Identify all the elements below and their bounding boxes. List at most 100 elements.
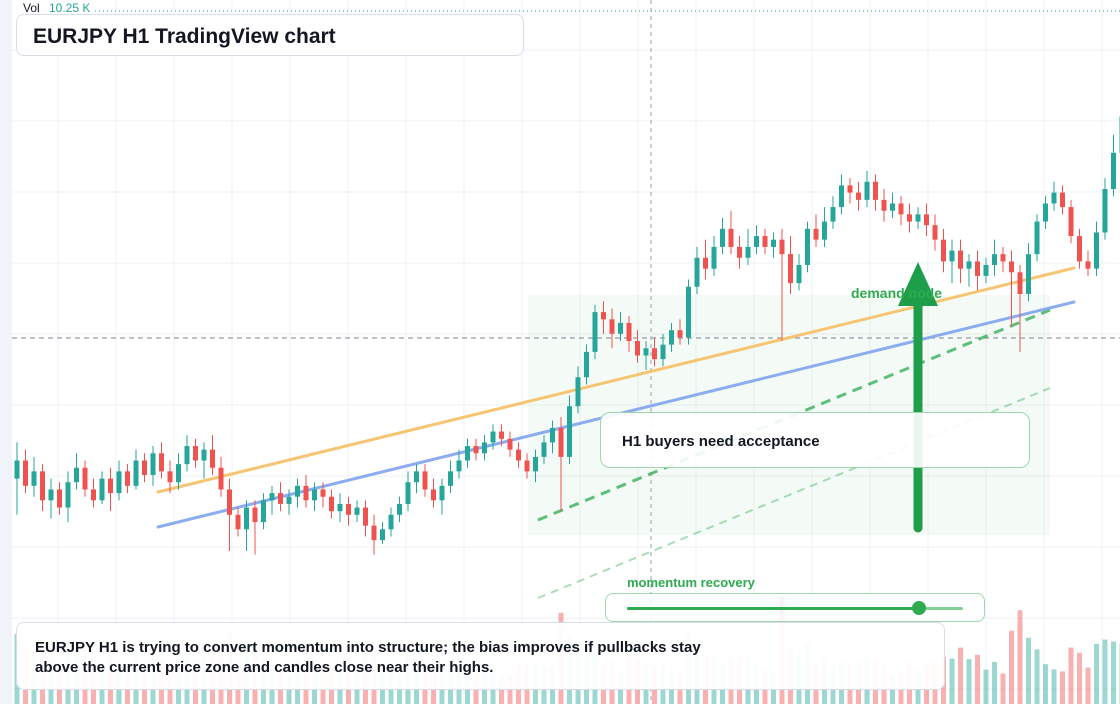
candle-body [465,446,470,461]
candle-body [898,203,904,215]
candle-body [788,254,793,284]
candle-body [1077,236,1082,262]
candle-body [762,236,768,247]
volume-bar [1060,671,1065,704]
volume-bar [975,654,980,704]
candle-body [686,286,691,338]
candle-body [1051,192,1057,204]
candle-body [167,471,173,483]
candle-body [1111,152,1116,189]
volume-bar [1009,630,1014,704]
candle-body [1094,232,1099,269]
candle-body [958,250,963,269]
analysis-note: EURJPY H1 is trying to convert momentum … [16,622,945,690]
volume-bar [1043,664,1048,704]
candle-body [116,471,122,494]
candle-body [652,348,657,360]
candle-body [915,214,921,222]
candle-body [754,236,759,247]
candle-body [210,449,215,468]
candle-body [907,214,912,222]
candle-body [108,478,113,494]
candle-body [796,265,802,284]
candle-body [201,449,207,461]
candle-body [150,453,156,475]
candle-body [703,257,708,269]
candle-body [346,503,351,515]
candle-body [65,482,71,508]
volume-bar [949,658,955,704]
analysis-note-line-2: above the current price zone and candles… [35,659,494,676]
candle-body [473,446,479,454]
candle-body [524,460,530,472]
candle-body [252,507,258,523]
candle-body [1034,221,1040,255]
candle-body [40,471,45,501]
candle-body [1102,189,1108,233]
candle-body [14,460,20,479]
candle-body [286,496,292,504]
candle-body [499,431,504,439]
analysis-note-line-1: EURJPY H1 is trying to convert momentum … [35,639,701,656]
candle-body [405,482,411,504]
candle-body [261,500,266,523]
volume-bar [1000,673,1006,704]
candles [14,116,1120,555]
candle-body [966,261,972,269]
candle-body [320,489,326,497]
candle-body [448,471,453,486]
candle-body [218,467,224,490]
candle-body [567,406,572,457]
candle-body [890,203,895,211]
candle-body [57,489,62,508]
candle-body [99,478,105,501]
candle-body [278,493,283,504]
candle-body [949,250,955,262]
candle-body [745,246,751,258]
candle-body [660,344,666,360]
momentum-meter [605,593,985,622]
candle-body [295,485,300,497]
candle-body [1060,192,1065,208]
candle-body [176,464,181,483]
chart-grid [12,0,1120,704]
candle-body [601,312,606,320]
volume-bar [1068,647,1074,704]
candle-body [371,525,377,541]
candle-body [184,446,190,465]
volume-label: Vol [23,1,40,15]
candle-body [23,460,28,486]
candle-body [805,228,810,266]
candle-body [227,489,232,515]
candle-body [456,460,462,472]
candle-body [592,312,598,352]
momentum-knob[interactable] [912,601,927,615]
candle-body [720,228,725,247]
candle-body [125,471,130,486]
candle-body [1043,203,1048,222]
candle-body [269,493,275,501]
candle-body [91,489,96,501]
volume-bar [966,659,972,704]
candle-body [779,239,785,255]
candle-body [244,507,249,530]
candle-body [507,438,513,450]
candle-body [82,467,88,490]
title-card: EURJPY H1 TradingView chart [16,14,524,56]
candle-body [856,192,861,200]
candle-body [584,351,589,378]
candle-body [847,185,853,193]
candle-body [643,348,649,356]
candle-body [881,199,887,211]
candle-body [983,265,989,276]
candle-body [873,181,878,200]
candle-body [992,254,997,266]
candle-body [363,507,368,526]
candle-body [728,228,734,247]
candle-body [329,496,334,512]
candle-body [516,449,521,461]
candle-body [1085,261,1091,269]
volume-bar [958,647,963,704]
chart-title: EURJPY H1 TradingView chart [33,25,336,48]
